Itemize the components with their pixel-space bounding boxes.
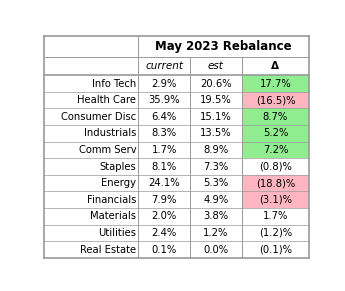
Text: 13.5%: 13.5% (200, 128, 232, 139)
Text: 1.2%: 1.2% (203, 228, 228, 238)
Text: Info Tech: Info Tech (92, 79, 136, 88)
Bar (138, 92, 190, 109)
Text: 2.0%: 2.0% (151, 211, 177, 221)
Bar (138, 36, 309, 57)
Bar (241, 125, 309, 142)
Text: Energy: Energy (101, 178, 136, 188)
Bar (45, 92, 138, 109)
Bar (45, 158, 138, 175)
Text: (0.1)%: (0.1)% (259, 244, 292, 255)
Text: 0.0%: 0.0% (203, 244, 228, 255)
Text: 4.9%: 4.9% (203, 195, 228, 205)
Text: 0.1%: 0.1% (151, 244, 177, 255)
Bar (241, 142, 309, 158)
Bar (138, 208, 190, 225)
Text: current: current (145, 61, 183, 71)
Text: 5.2%: 5.2% (263, 128, 288, 139)
Text: 7.9%: 7.9% (151, 195, 177, 205)
Bar (138, 57, 190, 75)
Text: (1.2)%: (1.2)% (259, 228, 292, 238)
Bar (45, 175, 138, 191)
Bar (190, 208, 242, 225)
Bar (190, 125, 242, 142)
Bar (45, 191, 138, 208)
Bar (190, 109, 242, 125)
Text: (3.1)%: (3.1)% (259, 195, 292, 205)
Bar (241, 57, 309, 75)
Bar (241, 225, 309, 241)
Bar (45, 125, 138, 142)
Text: 19.5%: 19.5% (200, 95, 232, 105)
Bar (138, 125, 190, 142)
Text: 7.2%: 7.2% (263, 145, 288, 155)
Text: Consumer Disc: Consumer Disc (61, 112, 136, 122)
Text: 15.1%: 15.1% (200, 112, 232, 122)
Text: Health Care: Health Care (77, 95, 136, 105)
Bar (138, 109, 190, 125)
Text: Δ: Δ (272, 61, 279, 71)
Text: 2.9%: 2.9% (151, 79, 177, 88)
Bar (241, 191, 309, 208)
Bar (138, 225, 190, 241)
Bar (138, 75, 190, 92)
Bar (190, 175, 242, 191)
Text: Financials: Financials (87, 195, 136, 205)
Text: 2.4%: 2.4% (151, 228, 177, 238)
Text: 7.3%: 7.3% (203, 162, 228, 172)
Text: Utilities: Utilities (98, 228, 136, 238)
Bar (138, 175, 190, 191)
Text: May 2023 Rebalance: May 2023 Rebalance (156, 40, 292, 53)
Bar (241, 158, 309, 175)
Bar (45, 75, 138, 92)
Text: Staples: Staples (100, 162, 136, 172)
Text: (0.8)%: (0.8)% (259, 162, 292, 172)
Bar (138, 142, 190, 158)
Bar (190, 92, 242, 109)
Bar (190, 191, 242, 208)
Text: 24.1%: 24.1% (148, 178, 180, 188)
Text: 6.4%: 6.4% (151, 112, 177, 122)
Bar (241, 109, 309, 125)
Text: 35.9%: 35.9% (148, 95, 180, 105)
Bar (190, 142, 242, 158)
Text: Real Estate: Real Estate (80, 244, 136, 255)
Bar (241, 241, 309, 258)
Bar (241, 92, 309, 109)
Text: 3.8%: 3.8% (203, 211, 228, 221)
Bar (241, 175, 309, 191)
Bar (45, 109, 138, 125)
Text: 20.6%: 20.6% (200, 79, 232, 88)
Text: 8.9%: 8.9% (203, 145, 228, 155)
Bar (190, 158, 242, 175)
Text: est: est (208, 61, 224, 71)
Text: 5.3%: 5.3% (203, 178, 228, 188)
Bar (45, 57, 138, 75)
Text: Materials: Materials (90, 211, 136, 221)
Text: 17.7%: 17.7% (259, 79, 291, 88)
Bar (241, 75, 309, 92)
Bar (190, 225, 242, 241)
Bar (45, 36, 138, 57)
Bar (138, 158, 190, 175)
Text: Industrials: Industrials (84, 128, 136, 139)
Bar (45, 208, 138, 225)
Text: 8.3%: 8.3% (152, 128, 177, 139)
Bar (190, 241, 242, 258)
Text: 1.7%: 1.7% (151, 145, 177, 155)
Bar (45, 225, 138, 241)
Text: (16.5)%: (16.5)% (256, 95, 295, 105)
Bar (138, 241, 190, 258)
Text: 8.1%: 8.1% (151, 162, 177, 172)
Bar (45, 142, 138, 158)
Bar (45, 241, 138, 258)
Text: Comm Serv: Comm Serv (79, 145, 136, 155)
Text: 8.7%: 8.7% (263, 112, 288, 122)
Bar (190, 75, 242, 92)
Bar (138, 191, 190, 208)
Text: (18.8)%: (18.8)% (256, 178, 295, 188)
Text: 1.7%: 1.7% (263, 211, 288, 221)
Bar (241, 208, 309, 225)
Bar (190, 57, 242, 75)
